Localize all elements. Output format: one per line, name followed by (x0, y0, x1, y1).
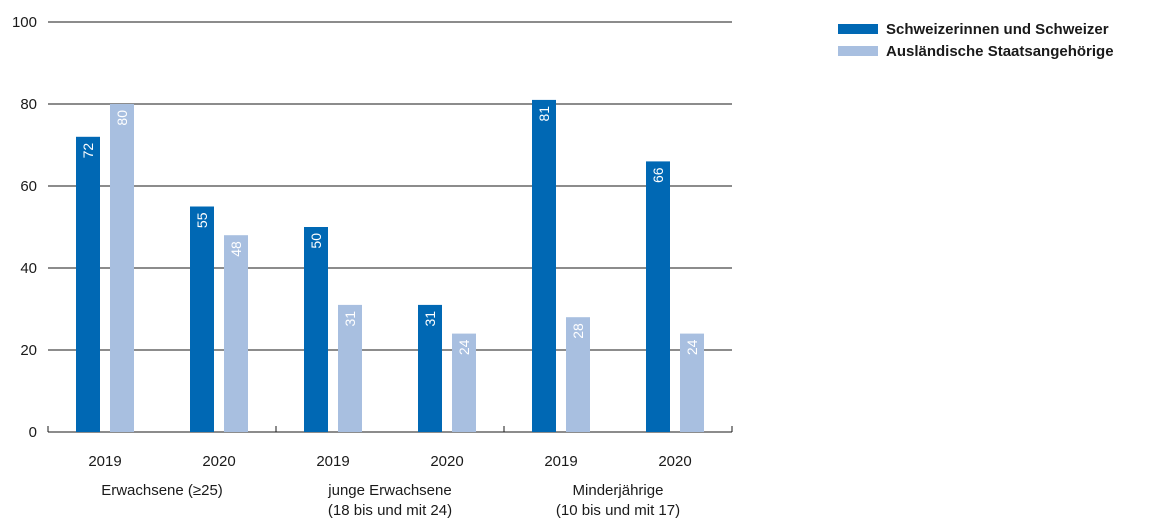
y-tick-label-0: 0 (29, 424, 37, 441)
x-tick-label-3: 2020 (430, 453, 463, 470)
x-tick-label-5: 2020 (658, 453, 691, 470)
bar-label-s0-c2: 50 (308, 233, 324, 249)
bar-s1-c5 (680, 333, 704, 432)
x-tick-label-4: 2019 (544, 453, 577, 470)
bar-label-s0-c3: 31 (422, 311, 438, 327)
bar-label-s1-c4: 28 (570, 323, 586, 339)
legend-item-foreign: Ausländische Staatsangehörige (838, 40, 1114, 62)
bar-s0-c4 (532, 99, 556, 433)
bar-label-s1-c1: 48 (228, 241, 244, 257)
bar-s0-c3 (418, 304, 442, 432)
bar-label-s1-c2: 31 (342, 311, 358, 327)
y-tick-label-60: 60 (20, 178, 37, 195)
bar-label-s0-c5: 66 (650, 167, 666, 183)
bar-s1-c0 (110, 104, 134, 432)
group-label-2-line-1: (10 bis und mit 17) (556, 502, 680, 519)
x-tick-label-2: 2019 (316, 453, 349, 470)
group-label-0-line-0: Erwachsene (≥25) (101, 482, 223, 499)
group-label-1-line-1: (18 bis und mit 24) (328, 502, 452, 519)
y-tick-label-20: 20 (20, 342, 37, 359)
bar-label-s0-c0: 72 (80, 143, 96, 159)
y-tick-label-100: 100 (12, 14, 37, 31)
y-tick-label-80: 80 (20, 96, 37, 113)
group-label-1-line-0: junge Erwachsene (327, 482, 451, 499)
bar-s0-c0 (76, 136, 100, 433)
legend-label-swiss: Schweizerinnen und Schweizer (886, 20, 1109, 38)
group-label-2-line-0: Minderjährige (573, 482, 664, 499)
legend-swatch-swiss (838, 24, 878, 34)
bar-s1-c3 (452, 333, 476, 432)
bar-s0-c2 (304, 227, 328, 432)
bar-s1-c2 (338, 304, 362, 432)
bar-s0-c5 (646, 161, 670, 432)
legend-item-swiss: Schweizerinnen und Schweizer (838, 18, 1114, 40)
x-tick-label-0: 2019 (88, 453, 121, 470)
bar-label-s1-c0: 80 (114, 110, 130, 126)
bar-label-s1-c3: 24 (456, 339, 472, 355)
y-tick-label-40: 40 (20, 260, 37, 277)
bar-s1-c4 (566, 317, 590, 432)
legend-swatch-foreign (838, 46, 878, 56)
bar-label-s1-c5: 24 (684, 339, 700, 355)
bar-label-s0-c4: 81 (536, 106, 552, 122)
legend: Schweizerinnen und Schweizer Ausländisch… (838, 18, 1114, 62)
legend-label-foreign: Ausländische Staatsangehörige (886, 42, 1114, 60)
x-tick-label-1: 2020 (202, 453, 235, 470)
bar-s1-c1 (224, 235, 248, 432)
bar-label-s0-c1: 55 (194, 212, 210, 228)
bar-s0-c1 (190, 206, 214, 432)
